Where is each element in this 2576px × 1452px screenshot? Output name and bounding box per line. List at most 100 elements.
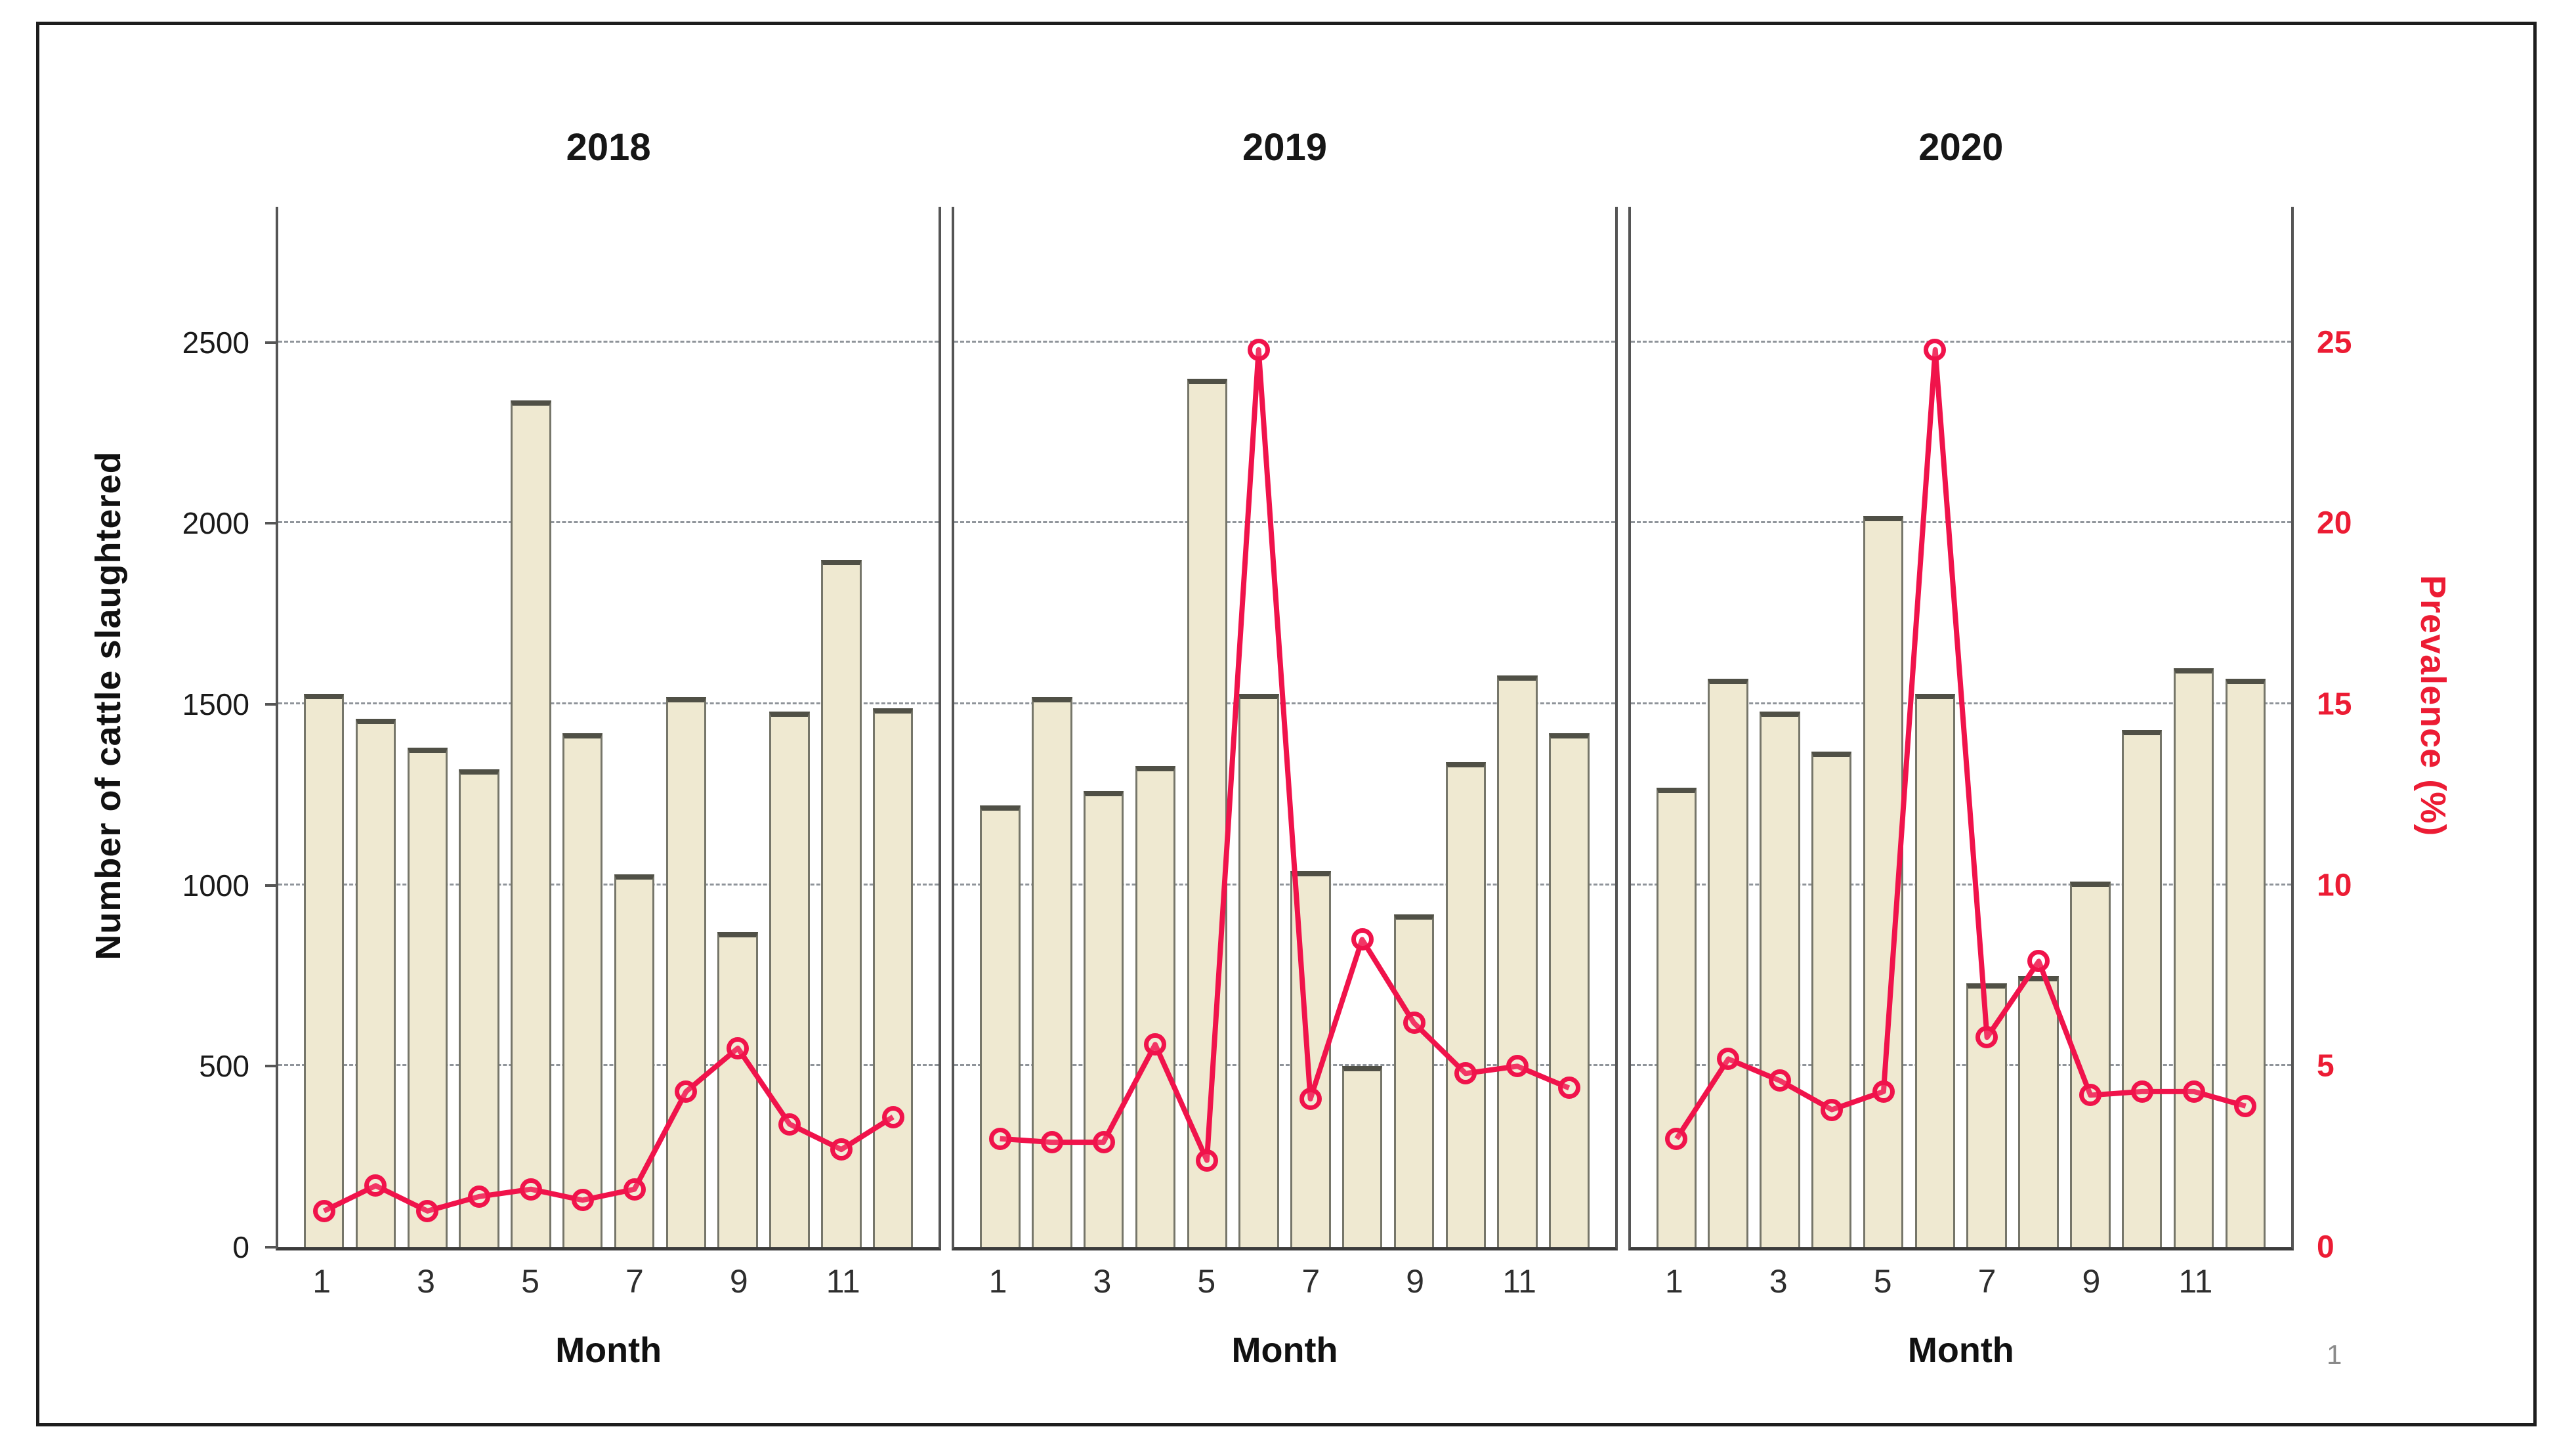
panel-title-2020: 2020: [1918, 126, 2004, 169]
bar-2020-m8: [2018, 975, 2059, 1247]
marker-2018-m12: [881, 1105, 904, 1128]
gridline-1000: [954, 883, 1615, 886]
bar-2019-m5: [1187, 378, 1227, 1247]
marker-2020-m5: [1872, 1080, 1895, 1103]
gridline-2500: [278, 340, 939, 343]
x-tick-label-2018-9: 9: [729, 1263, 748, 1300]
bar-2020-m1: [1656, 787, 1697, 1247]
right-axis-tick-labels: 0 5 10 15 20 25: [2317, 207, 2448, 1264]
x-tick-label-2019-3: 3: [1093, 1263, 1112, 1300]
x-tick-label-2019-1: 1: [988, 1263, 1007, 1300]
bar-2018-m8: [665, 697, 707, 1247]
panel-2019: 2019 1 3 5 7 9 11 Month: [952, 112, 1618, 1392]
bar-2018-m3: [407, 748, 448, 1247]
left-tick-mark: [265, 341, 276, 344]
marker-2020-m9: [2079, 1084, 2101, 1107]
left-tick-label-2500: 2500: [182, 325, 249, 360]
marker-2019-m8: [1351, 928, 1374, 951]
marker-2020-m1: [1665, 1127, 1688, 1150]
left-tick-label-500: 500: [199, 1049, 249, 1084]
x-tick-label-2018-5: 5: [521, 1263, 539, 1300]
gridline-2000: [1630, 521, 2291, 524]
bar-2020-m11: [2173, 668, 2214, 1247]
x-tick-label-2020-7: 7: [1977, 1263, 1996, 1300]
bar-2020-m3: [1760, 712, 1800, 1247]
bar-2020-m2: [1708, 679, 1748, 1247]
bar-2019-m4: [1135, 765, 1176, 1247]
marker-2019-m7: [1299, 1087, 1322, 1110]
x-tick-label-2020-11: 11: [2178, 1263, 2213, 1300]
x-tick-label-2020-1: 1: [1664, 1263, 1683, 1300]
bar-2018-m2: [355, 719, 396, 1247]
marker-2020-m4: [1820, 1098, 1843, 1121]
bar-2018-m11: [821, 559, 862, 1247]
marker-2019-m11: [1506, 1055, 1529, 1078]
x-tick-labels-2018: 1 3 5 7 9 11: [276, 1256, 941, 1312]
x-axis-title-2020: Month: [1907, 1331, 2014, 1370]
bar-2018-m5: [511, 400, 551, 1247]
gridline-2500: [1630, 340, 2291, 343]
bar-2018-m1: [303, 693, 345, 1247]
right-tick-label-25: 25: [2317, 325, 2352, 360]
gridline-2000: [278, 521, 939, 524]
marker-2018-m3: [416, 1199, 439, 1222]
gridline-500: [954, 1064, 1615, 1067]
left-tick-label-0: 0: [232, 1230, 249, 1264]
gridline-1500: [278, 702, 939, 705]
marker-2018-m8: [675, 1080, 698, 1103]
page-number: 1: [2327, 1339, 2342, 1370]
x-tick-label-2018-1: 1: [312, 1263, 331, 1300]
gridline-2000: [954, 521, 1615, 524]
marker-2020-m10: [2130, 1080, 2153, 1103]
x-tick-label-2019-5: 5: [1197, 1263, 1216, 1300]
plot-area-2020: [1628, 207, 2294, 1250]
gridline-2500: [954, 340, 1615, 343]
marker-2019-m1: [988, 1127, 1011, 1150]
marker-2020-m3: [1768, 1069, 1791, 1092]
left-tick-mark: [265, 1246, 276, 1249]
marker-2020-m11: [2182, 1080, 2205, 1103]
plot-area-2018: [276, 207, 942, 1250]
bar-2018-m12: [872, 708, 914, 1247]
marker-2019-m6: [1248, 338, 1271, 361]
x-tick-label-2019-11: 11: [1502, 1263, 1536, 1300]
bar-2019-m8: [1341, 1066, 1383, 1247]
right-tick-label-20: 20: [2317, 505, 2352, 541]
marker-2018-m1: [312, 1199, 335, 1222]
bar-2019-m2: [1032, 697, 1072, 1247]
gridline-1000: [1630, 883, 2291, 886]
x-tick-label-2020-3: 3: [1769, 1263, 1788, 1300]
bar-2020-m12: [2225, 679, 2266, 1247]
x-tick-labels-2020: 1 3 5 7 9 11: [1628, 1256, 2294, 1312]
marker-2018-m9: [727, 1036, 750, 1059]
marker-2018-m11: [830, 1138, 853, 1161]
right-tick-label-5: 5: [2317, 1048, 2334, 1084]
panel-title-2018: 2018: [566, 126, 651, 169]
x-axis-title-2018: Month: [555, 1331, 662, 1370]
x-tick-label-2018-11: 11: [826, 1263, 860, 1300]
marker-2020-m7: [1975, 1026, 1998, 1049]
bar-2019-m3: [1083, 791, 1124, 1247]
marker-2020-m12: [2234, 1095, 2257, 1117]
marker-2019-m3: [1092, 1131, 1115, 1154]
panel-title-2019: 2019: [1242, 126, 1327, 169]
right-axis-title: Prevalence (%): [2413, 574, 2453, 837]
left-tick-label-1500: 1500: [182, 687, 249, 722]
marker-2019-m10: [1454, 1062, 1477, 1085]
bar-2019-m9: [1393, 914, 1435, 1247]
x-tick-label-2019-9: 9: [1406, 1263, 1425, 1300]
left-tick-mark: [265, 1065, 276, 1068]
bar-2018-m10: [769, 712, 810, 1247]
chart-panels: 2018 1 3 5 7 9 11 Month 2019 1 3 5 7 9 11 Month 2020 1 3 5 7…: [276, 112, 2294, 1392]
plot-area-2019: [952, 207, 1618, 1250]
prevalence-line-2018: [278, 207, 939, 1247]
marker-2019-m4: [1144, 1033, 1167, 1056]
bar-2019-m12: [1549, 733, 1590, 1247]
marker-2018-m4: [468, 1185, 491, 1208]
marker-2019-m2: [1040, 1131, 1063, 1154]
marker-2019-m5: [1196, 1149, 1219, 1172]
panel-2018: 2018 1 3 5 7 9 11 Month: [276, 112, 942, 1392]
prevalence-line-2019: [954, 207, 1615, 1247]
right-tick-label-15: 15: [2317, 687, 2352, 722]
